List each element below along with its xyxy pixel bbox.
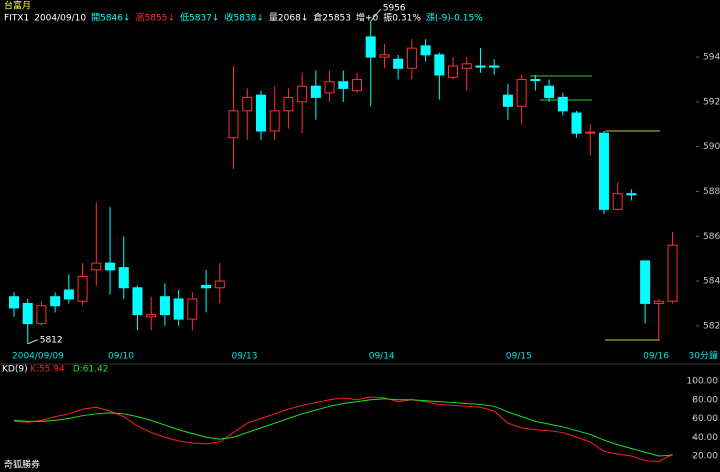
candle-body (146, 314, 157, 318)
candle-body (626, 193, 637, 196)
header-item: 漲(-9)-0.15% (426, 13, 483, 24)
candle-body (132, 287, 143, 316)
candle-body (667, 244, 678, 302)
candle-body (475, 65, 486, 68)
annotation: 5812 (40, 335, 63, 345)
candle-body (50, 296, 61, 307)
header-item: FITX1 (4, 14, 29, 24)
header-item: 開5846↓ (91, 13, 130, 24)
candle-body (22, 302, 33, 325)
candle-body (379, 54, 390, 58)
candle-body (530, 78, 541, 82)
candle-body (173, 298, 184, 320)
annotation-leader (27, 339, 38, 345)
candle-body (9, 296, 19, 309)
candle-body (77, 276, 88, 302)
candle-body (228, 110, 239, 139)
title: 台富月 (4, 0, 31, 12)
candle-body (105, 262, 116, 271)
footer: 奇狐勝券 (4, 459, 40, 471)
candle-body (502, 94, 513, 107)
header-item: 2004/09/10 (34, 14, 86, 24)
candle-body (118, 267, 129, 289)
y-tick-label: 5860 (703, 232, 720, 242)
annotation: 5956 (383, 4, 406, 14)
candle-body (338, 81, 349, 89)
candle-body (420, 45, 431, 56)
x-tick-label: 09/15 (506, 352, 532, 362)
candle-body (571, 112, 582, 134)
y-tick-label: 100.00 (687, 377, 719, 387)
candle-body (406, 47, 417, 69)
y-tick-label: 40.00 (692, 433, 718, 443)
candle-body (653, 300, 664, 304)
header-item: 振0.31% (383, 12, 421, 24)
y-tick-label: 80.00 (692, 395, 718, 405)
candle-body (393, 58, 404, 69)
x-tick-label: 2004/09/09 (12, 352, 64, 362)
header-item: 低5837↓ (180, 12, 219, 24)
x-tick-label: 09/14 (369, 352, 395, 362)
y-tick-label: 20.00 (692, 452, 718, 462)
candle-body (612, 193, 623, 210)
kd-line (13, 398, 673, 457)
y-tick-label: 5920 (703, 97, 720, 107)
legend-entry: K:55.94 (30, 365, 65, 375)
annotation-leader (370, 8, 382, 22)
y-tick-label: 60.00 (692, 414, 718, 424)
header-item: 倉25853 (313, 12, 351, 24)
candle-body (516, 78, 527, 107)
header-item: 量2068↓ (269, 13, 308, 24)
candle-body (310, 85, 321, 98)
candle-body (544, 85, 555, 98)
candle-body (297, 85, 308, 103)
x-tick-label: 09/10 (108, 352, 134, 362)
candle-body (598, 132, 609, 210)
candle-body (585, 131, 596, 134)
kd-line (13, 396, 673, 463)
candle-body (187, 298, 198, 320)
candle-body (434, 54, 445, 76)
candle-body (91, 262, 102, 271)
candle-body (352, 78, 362, 92)
header-item: 高5855↓ (136, 12, 175, 24)
candle-body (283, 96, 294, 112)
header-item: 增+0 (356, 12, 379, 24)
candle-body (159, 296, 170, 316)
candle-body (214, 280, 225, 289)
y-tick-label: 5840 (703, 277, 720, 287)
candle-body (242, 96, 253, 112)
y-tick-label: 5940 (703, 53, 720, 63)
candle-body (448, 65, 459, 78)
header-item: 收5838↓ (224, 12, 263, 24)
candle-body (269, 110, 280, 132)
candle-body (63, 289, 74, 300)
y-tick-label: 5880 (703, 187, 720, 197)
candle-body (489, 65, 500, 68)
interval-label: 30分鐘 (689, 350, 718, 362)
candle-body (365, 36, 376, 58)
y-tick-label: 5820 (703, 321, 720, 331)
candle-body (557, 96, 568, 112)
kd-title: KD(9) (2, 365, 28, 375)
candle-body (201, 285, 212, 289)
legend-entry: D:61.42 (73, 365, 109, 375)
candle-body (324, 81, 335, 94)
y-tick-label: 5900 (703, 142, 720, 152)
x-tick-label: 09/13 (232, 352, 258, 362)
candle-body (255, 94, 266, 132)
candle-body (461, 63, 472, 69)
x-tick-label: 09/16 (643, 352, 669, 362)
candle-body (36, 305, 47, 325)
candle-body (640, 260, 651, 304)
